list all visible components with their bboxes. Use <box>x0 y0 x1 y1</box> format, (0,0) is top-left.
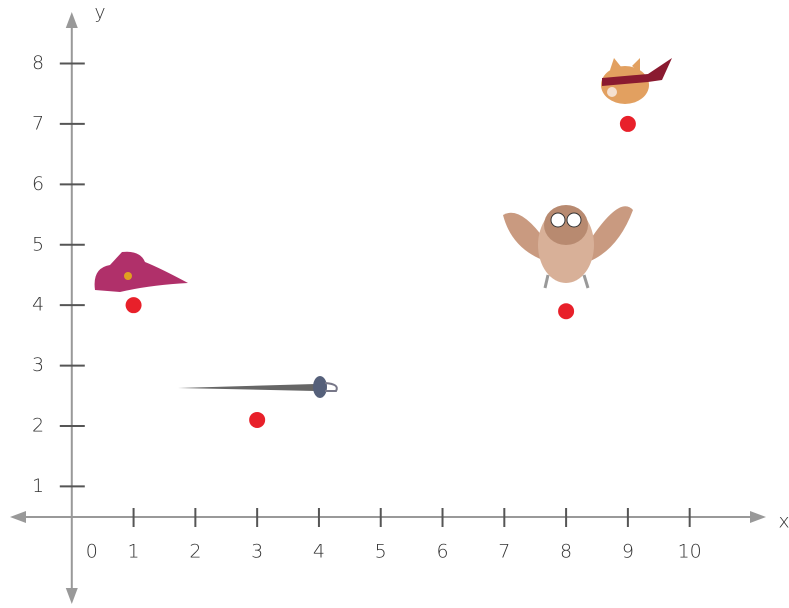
cat-image <box>601 58 672 104</box>
x-tick-label: 8 <box>560 541 572 563</box>
y-tick-label: 3 <box>32 354 44 376</box>
hat-image <box>94 251 188 292</box>
x-tick-label: 4 <box>313 541 325 563</box>
x-tick-label: 1 <box>128 541 140 563</box>
point <box>558 303 575 320</box>
x-axis-label: x <box>778 511 789 533</box>
y-tick-label: 1 <box>32 475 44 497</box>
x-tick-label: 0 <box>86 541 98 563</box>
x-tick-label: 10 <box>678 541 702 563</box>
point <box>619 115 636 132</box>
point <box>125 297 142 314</box>
x-tick-label: 2 <box>189 541 201 563</box>
x-tick-label: 9 <box>622 541 634 563</box>
y-tick-label: 7 <box>32 112 44 134</box>
arrow <box>750 511 766 523</box>
x-tick-label: 7 <box>498 541 510 563</box>
arrow <box>65 588 78 604</box>
x-tick-label: 6 <box>436 541 448 563</box>
y-tick-label: 4 <box>32 294 44 316</box>
axes <box>10 12 766 604</box>
y-tick-label: 2 <box>32 415 44 437</box>
y-tick-label: 5 <box>32 233 44 255</box>
x-tick-label: 5 <box>375 541 387 563</box>
arrow <box>65 12 78 28</box>
y-tick-label: 6 <box>32 173 44 195</box>
arrow <box>10 511 26 523</box>
point <box>249 411 266 428</box>
x-tick-label: 3 <box>251 541 263 563</box>
owl-image <box>503 205 633 289</box>
y-tick-label: 8 <box>32 52 44 74</box>
y-axis-label: y <box>94 2 105 24</box>
sword-image <box>178 376 338 398</box>
